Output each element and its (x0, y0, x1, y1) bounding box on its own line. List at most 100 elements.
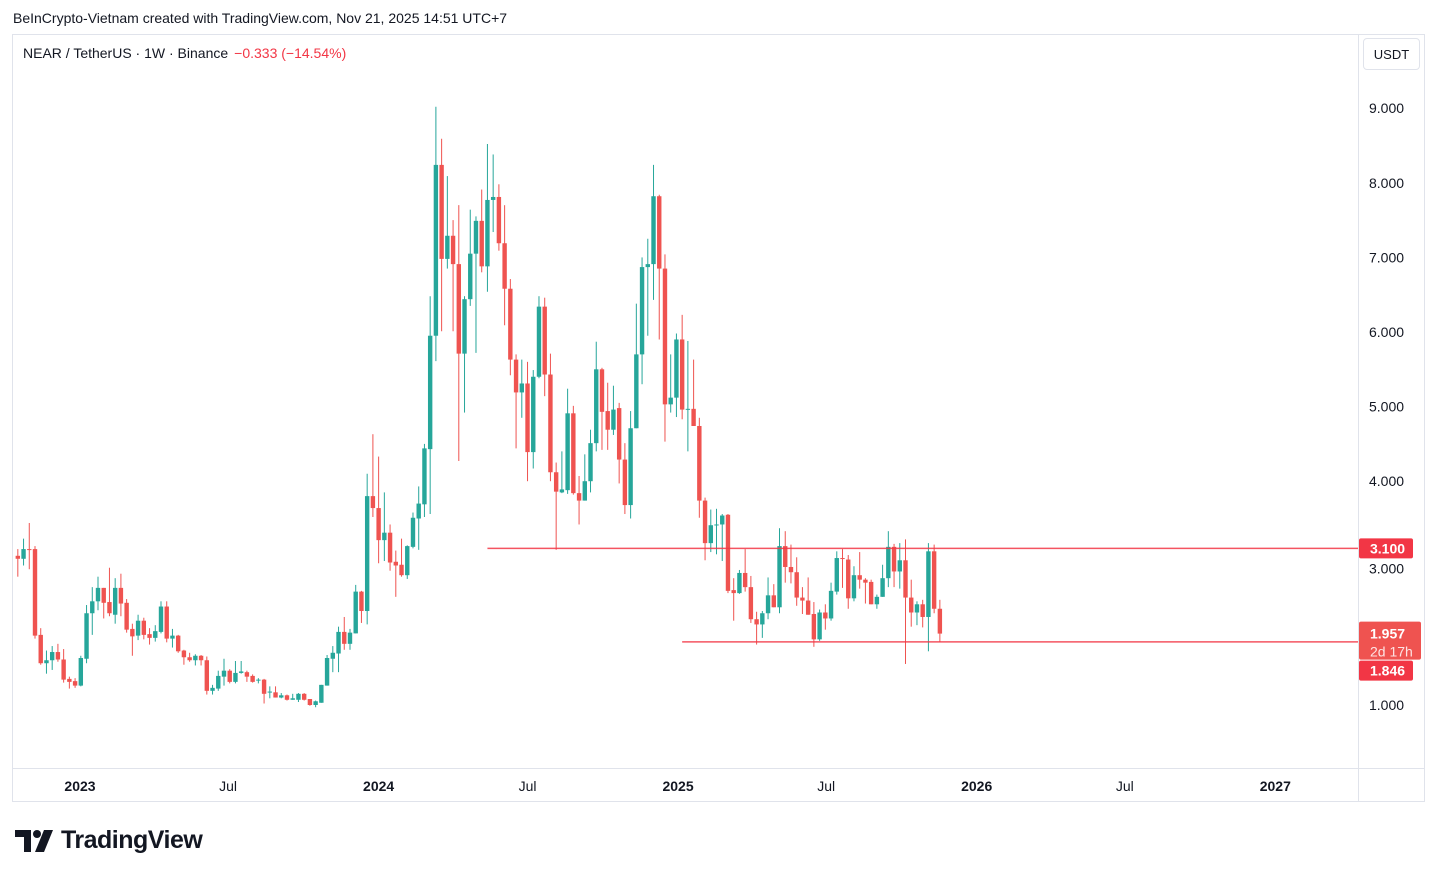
candle (490, 154, 496, 233)
candle-body (118, 587, 124, 604)
candle-body (198, 655, 204, 661)
candle-body (90, 601, 95, 614)
candle (319, 684, 324, 703)
candle (891, 543, 897, 588)
candle (846, 555, 851, 609)
candle-body (307, 699, 313, 705)
candle-body (679, 339, 685, 410)
candle-body (61, 659, 66, 680)
candle (777, 528, 782, 614)
candle (909, 579, 914, 627)
candle (284, 694, 290, 701)
candle (674, 333, 679, 418)
candle-body (548, 374, 553, 473)
candle (336, 626, 341, 673)
candle-body (720, 515, 725, 525)
candle (496, 184, 502, 251)
candle-body (616, 408, 622, 460)
candle (571, 405, 576, 495)
symbol-legend[interactable]: NEAR / TetherUS · 1W · Binance −0.333 (−1… (23, 45, 346, 61)
candle-body (439, 164, 444, 259)
time-tick-label: 2026 (961, 778, 992, 794)
candle (450, 220, 456, 332)
candle-body (473, 220, 479, 254)
candle (485, 144, 490, 292)
candle (393, 550, 399, 597)
candle (256, 678, 261, 684)
candle-body (702, 500, 708, 544)
candle (21, 538, 26, 566)
candle-body (760, 613, 765, 625)
candle-body (112, 587, 118, 615)
candle (44, 650, 49, 674)
candle (788, 544, 794, 584)
price-labels: 3.100 1.957 2d 17h 1.846 (1359, 538, 1421, 681)
candle-body (645, 264, 650, 268)
candle-body (851, 575, 857, 599)
candle (95, 576, 101, 611)
candle (731, 578, 736, 621)
candle-body (553, 472, 559, 492)
candle-body (193, 655, 198, 661)
candle (920, 599, 925, 628)
candle (502, 205, 507, 326)
last-price-text: 1.957 (1370, 626, 1405, 642)
candle-body (181, 650, 187, 658)
candle (800, 587, 805, 614)
candle (267, 686, 273, 699)
candle-body (490, 196, 496, 200)
candle (422, 443, 427, 518)
candle (542, 297, 547, 397)
candle-body (238, 671, 244, 673)
chart-frame (12, 34, 1425, 802)
candle-body (576, 493, 582, 501)
candle-body (657, 196, 662, 269)
candle (863, 578, 868, 604)
candle (645, 238, 650, 336)
candle (32, 546, 38, 639)
candle-body (67, 678, 72, 682)
chart-credit: BeInCrypto-Vietnam created with TradingV… (13, 10, 508, 26)
candle (170, 628, 175, 648)
candle (708, 509, 713, 553)
candle (805, 577, 811, 615)
candle (330, 646, 336, 673)
price-axis[interactable]: 9.000 8.000 7.000 6.000 5.000 4.000 3.000 1.000 (1369, 100, 1404, 713)
candle-body (38, 634, 43, 664)
candle (840, 549, 845, 588)
candle-body (737, 572, 742, 594)
candle (221, 658, 227, 686)
candles-group (15, 106, 943, 708)
candle-body (221, 670, 227, 677)
time-tick-label: 2023 (64, 778, 95, 794)
candle-body (359, 591, 364, 612)
candle-body (382, 532, 387, 541)
price-tick-label: 5.000 (1369, 399, 1404, 415)
candle-body (55, 652, 61, 660)
candle-body (622, 459, 628, 506)
candle (868, 579, 874, 605)
candle-body (920, 604, 925, 617)
candle (513, 354, 519, 449)
candle (27, 522, 32, 570)
candle (410, 512, 416, 549)
candle-body (124, 602, 129, 630)
candle (588, 429, 593, 493)
candle (622, 443, 628, 515)
candle (15, 549, 21, 577)
candle (616, 402, 622, 484)
bar-countdown-text: 2d 17h (1370, 644, 1413, 660)
candle-body (536, 306, 542, 377)
candle (405, 545, 410, 579)
candle (874, 594, 880, 609)
time-axis[interactable]: 2023 Jul 2024 Jul 2025 Jul 2026 Jul 2027 (64, 778, 1291, 794)
candle (84, 605, 89, 664)
currency-button[interactable]: USDT (1363, 38, 1420, 70)
tradingview-logo[interactable]: TradingView (15, 826, 203, 855)
candle-body (364, 496, 370, 612)
candle-body (49, 652, 55, 661)
candle (662, 254, 668, 442)
candle (55, 643, 61, 662)
candle-body (594, 369, 599, 444)
